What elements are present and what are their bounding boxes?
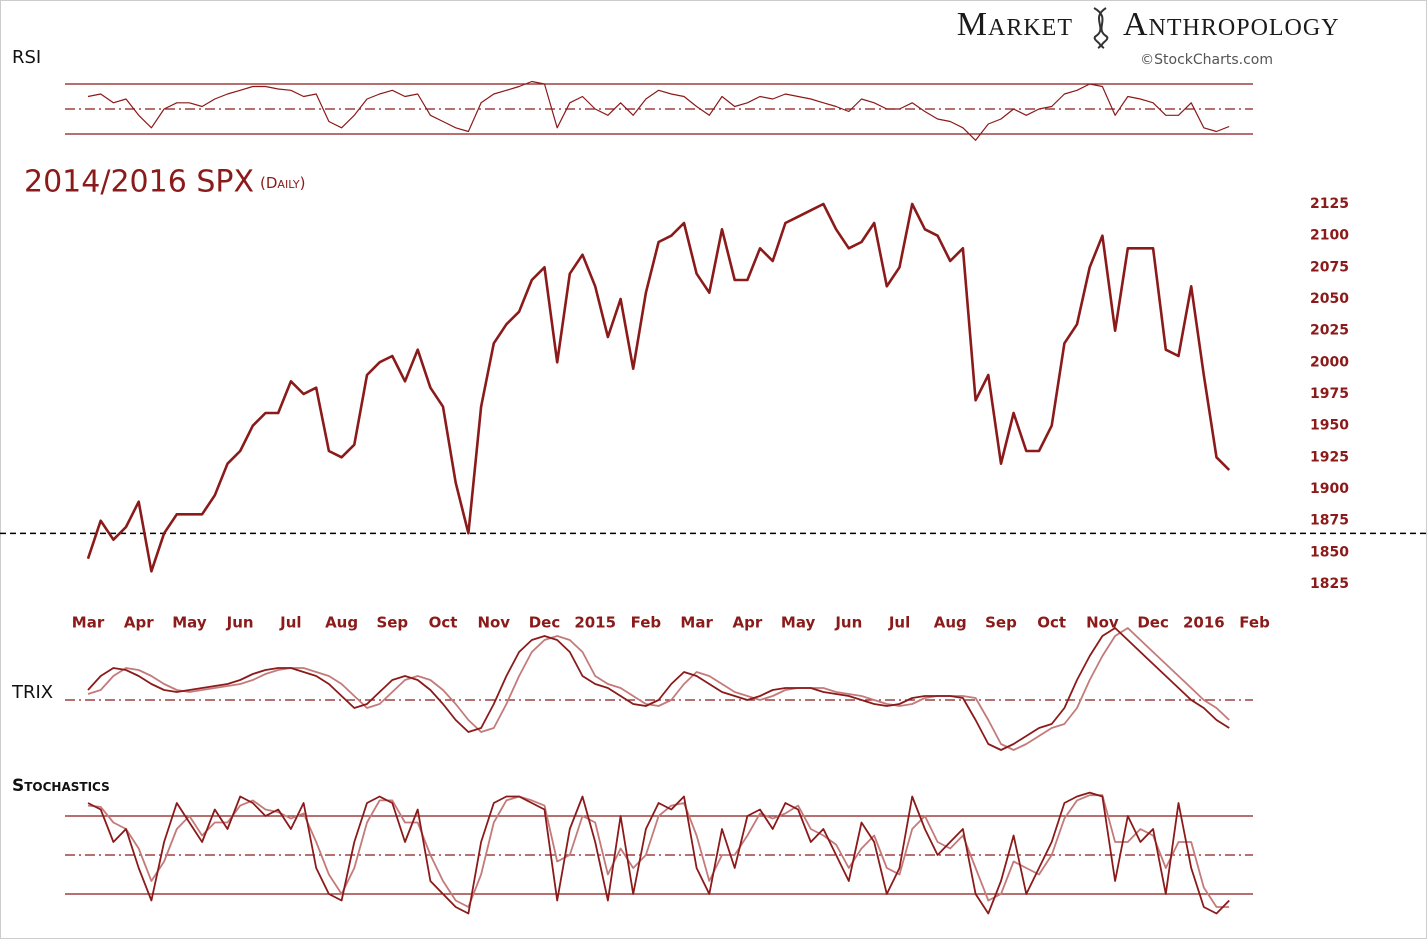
y-tick-label: 1850 [1310, 544, 1349, 560]
series-line [87, 627, 1230, 751]
credit: ©StockCharts.com [1140, 52, 1273, 68]
x-tick-label: Aug [934, 614, 967, 632]
y-tick-label: 1925 [1310, 449, 1349, 465]
panel-subtitle: (Daily) [260, 174, 305, 192]
x-tick-label: Feb [631, 614, 662, 632]
x-tick-label: Mar [72, 614, 105, 632]
x-tick-label: Apr [732, 614, 762, 632]
series-line [86, 202, 1231, 573]
panel-title: RSI [12, 47, 41, 68]
y-tick-label: 1975 [1310, 386, 1349, 402]
series-line [87, 80, 1230, 141]
panel-title: Stochastics [12, 776, 110, 796]
brand-left: Market [957, 6, 1073, 43]
x-tick-label: Jul [888, 614, 910, 632]
y-tick-label: 2125 [1310, 196, 1349, 212]
x-tick-label: Oct [429, 614, 458, 632]
dna-logo [1093, 7, 1109, 49]
y-tick-label: 2000 [1310, 354, 1349, 370]
y-tick-label: 1950 [1310, 418, 1349, 434]
y-tick-label: 1900 [1310, 481, 1349, 497]
series-line [87, 627, 1230, 751]
x-tick-label: Jun [226, 614, 254, 632]
series-line [87, 791, 1230, 915]
x-tick-label: Jul [279, 614, 301, 632]
x-tick-label: Apr [124, 614, 154, 632]
x-tick-label: Dec [1137, 614, 1169, 632]
y-tick-label: 1875 [1310, 513, 1349, 529]
x-tick-label: Mar [680, 614, 713, 632]
y-tick-label: 2025 [1310, 323, 1349, 339]
brand-right: Anthropology [1123, 6, 1340, 43]
x-tick-label: 2016 [1183, 614, 1225, 632]
x-tick-label: 2015 [574, 614, 616, 632]
y-tick-label: 2100 [1310, 228, 1349, 244]
x-tick-label: Nov [1086, 614, 1119, 632]
x-tick-label: Feb [1239, 614, 1270, 632]
x-tick-label: Jun [834, 614, 862, 632]
x-tick-label: Sep [985, 614, 1017, 632]
panel-title: TRIX [11, 682, 53, 703]
y-tick-label: 1825 [1310, 576, 1349, 592]
x-tick-label: Sep [376, 614, 408, 632]
x-tick-label: Aug [325, 614, 358, 632]
x-tick-label: Dec [529, 614, 561, 632]
series-line [87, 794, 1230, 908]
x-tick-label: Nov [477, 614, 510, 632]
x-tick-label: May [781, 614, 816, 632]
x-tick-label: Oct [1037, 614, 1066, 632]
x-tick-label: May [172, 614, 207, 632]
y-tick-label: 2050 [1310, 291, 1349, 307]
y-tick-label: 2075 [1310, 259, 1349, 275]
